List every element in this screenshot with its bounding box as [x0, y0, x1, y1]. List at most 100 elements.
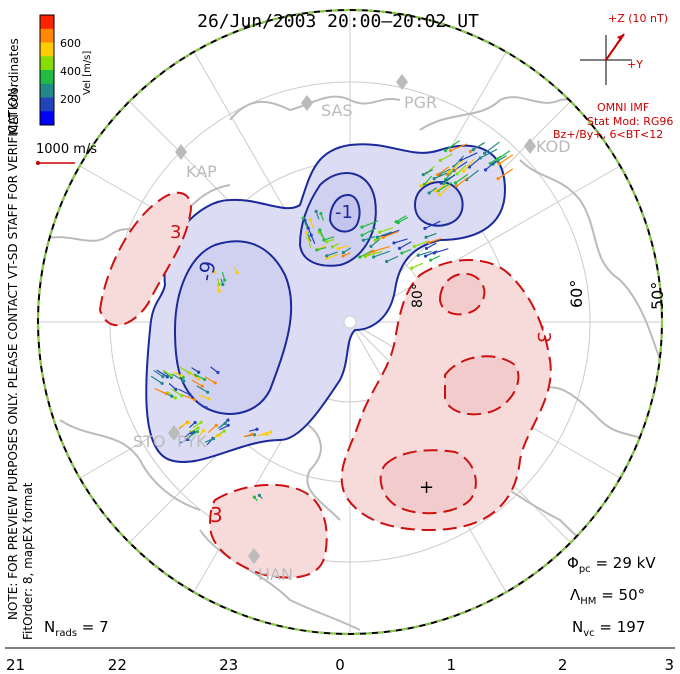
- velocity-vector: [162, 369, 172, 376]
- velocity-vector: [450, 143, 468, 152]
- velocity-vector-origin: [315, 248, 319, 252]
- velocity-vector-origin: [206, 390, 210, 394]
- svg-text:Nrads = 7: Nrads = 7: [44, 618, 109, 639]
- velocity-vector: [492, 155, 507, 165]
- velocity-vector-origin: [412, 244, 417, 248]
- mlt-tick-label: 1: [447, 656, 457, 674]
- velocity-vector: [154, 388, 167, 395]
- velocity-vector: [373, 250, 390, 258]
- velocity-vector-origin: [303, 218, 307, 222]
- velocity-vector-origin: [432, 176, 436, 181]
- velocity-vector: [463, 158, 475, 172]
- velocity-vector: [194, 373, 205, 381]
- velocity-vector-origin: [373, 238, 377, 242]
- velocity-vector-origin: [204, 406, 208, 410]
- velocity-vector-origin: [429, 258, 433, 262]
- velocity-vector: [466, 169, 479, 181]
- velocity-vector: [319, 229, 325, 239]
- velocity-vector-origin: [423, 226, 427, 230]
- velocity-vector: [166, 390, 176, 399]
- colorbar-segment: [40, 15, 54, 30]
- velocity-vector-origin: [330, 245, 335, 249]
- velocity-vector-origin: [197, 377, 201, 381]
- velocity-vector-origin: [421, 173, 425, 177]
- velocity-vector-origin: [358, 255, 362, 259]
- velocity-vector-origin: [378, 230, 382, 234]
- velocity-vector-origin: [214, 423, 218, 428]
- velocity-vector: [439, 168, 451, 175]
- station-sas: SAS: [321, 101, 353, 120]
- fit-order-note: FitOrder: 8, mapEX format: [21, 482, 35, 640]
- station-han: HAN: [258, 565, 293, 584]
- velocity-vector-origin: [325, 256, 329, 260]
- velocity-vector-origin: [202, 377, 207, 382]
- velocity-vector-origin: [226, 423, 230, 427]
- velocity-vector-origin: [252, 495, 256, 499]
- velocity-vector: [207, 425, 217, 434]
- velocity-vector-origin: [217, 282, 221, 286]
- colorbar-tick-400: 400: [60, 65, 81, 78]
- velocity-vector-origin: [193, 420, 197, 425]
- velocity-vector-origin: [448, 149, 453, 153]
- velocity-vector: [485, 160, 497, 171]
- velocity-vector-origin: [170, 394, 174, 398]
- velocity-vector: [386, 255, 399, 263]
- svg-text:Nvc = 197: Nvc = 197: [572, 618, 645, 639]
- map-title: 26/Jun/2003 20:00–20:02 UT: [197, 11, 479, 32]
- velocity-vector: [198, 394, 209, 400]
- velocity-vector: [361, 227, 377, 236]
- velocity-vector-origin: [336, 246, 340, 251]
- velocity-vector: [425, 232, 437, 238]
- velocity-vector-origin: [161, 375, 165, 379]
- velocity-vector-origin: [250, 432, 254, 436]
- velocity-vector-origin: [432, 251, 436, 255]
- velocity-vector-origin: [360, 225, 364, 229]
- svg-text:Φpc = 29 kV: Φpc = 29 kV: [567, 554, 656, 575]
- imf-condition: Bz+/By+, 6<BT<12: [553, 128, 663, 141]
- stat-n-vc: 197: [617, 618, 646, 636]
- velocity-vector-origin: [169, 373, 173, 378]
- velocity-vector: [426, 242, 437, 249]
- velocity-vector: [393, 238, 408, 244]
- imf-model: Stat Mod: RG96: [587, 115, 673, 128]
- velocity-vector-origin: [216, 370, 220, 375]
- imf-z-label: +Z (10 nT): [608, 12, 668, 25]
- velocity-vector: [484, 141, 500, 154]
- velocity-vector-origin: [165, 375, 169, 379]
- velocity-vector-origin: [462, 169, 466, 173]
- velocity-vector-origin: [202, 429, 206, 433]
- velocity-vector-origin: [223, 278, 227, 282]
- velocity-vector-origin: [424, 235, 428, 239]
- velocity-vector-origin: [179, 374, 183, 378]
- velocity-vector-origin: [375, 235, 379, 239]
- velocity-vector-origin: [160, 381, 164, 385]
- velocity-vector-origin: [439, 181, 443, 185]
- preview-note: NOTE: FOR PREVIEW PURPOSES ONLY. PLEASE …: [6, 84, 20, 620]
- velocity-vector: [373, 245, 390, 252]
- velocity-vector-origin: [416, 253, 420, 257]
- velocity-vector-origin: [319, 211, 323, 216]
- colorbar-segment: [40, 70, 54, 85]
- velocity-colorbar: 600 400 200 Vel [m/s]: [39, 14, 93, 126]
- velocity-vector: [382, 230, 399, 238]
- velocity-vector: [439, 184, 451, 196]
- contour-label-neg3: -3: [533, 325, 554, 343]
- velocity-vector: [440, 153, 453, 162]
- colorbar-segment: [40, 83, 54, 98]
- velocity-vector: [153, 369, 164, 378]
- velocity-vector: [309, 219, 315, 230]
- velocity-vector-origin: [361, 238, 365, 242]
- velocity-vector-origin: [496, 177, 500, 181]
- velocity-vector: [440, 174, 456, 184]
- velocity-vector: [179, 366, 191, 374]
- velocity-vector-origin: [268, 430, 273, 434]
- station-markers: [168, 74, 536, 564]
- velocity-vector: [437, 166, 450, 176]
- velocity-vector: [414, 240, 429, 247]
- velocity-vector: [395, 215, 407, 223]
- station-kap: KAP: [186, 162, 217, 181]
- velocity-vector: [316, 246, 327, 251]
- velocity-vector-origin: [193, 398, 197, 402]
- velocity-vector: [361, 220, 379, 228]
- velocity-vector-origin: [371, 249, 375, 253]
